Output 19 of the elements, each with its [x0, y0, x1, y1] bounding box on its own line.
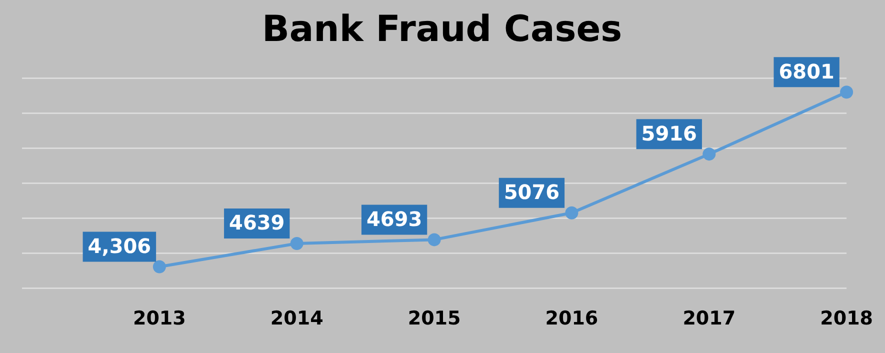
- point: [840, 86, 854, 99]
- x-tick-label: 2015: [408, 308, 461, 330]
- x-tick-label: 2014: [270, 308, 324, 330]
- x-tick-label: 2016: [545, 308, 598, 330]
- data-label: 4693: [366, 206, 422, 231]
- data-label: 5916: [641, 121, 697, 146]
- x-tick-label: 2018: [820, 308, 874, 330]
- point: [428, 233, 441, 246]
- x-tick-label: 2013: [132, 308, 186, 330]
- data-label: 5076: [504, 180, 560, 204]
- x-tick-label: 2017: [682, 308, 736, 330]
- point: [290, 236, 304, 250]
- point: [565, 206, 578, 220]
- data-label: 6801: [778, 59, 834, 84]
- point: [702, 148, 716, 161]
- chart-title: Bank Fraud Cases: [262, 8, 622, 50]
- data-label: 4,306: [88, 234, 152, 258]
- data-label: 4639: [229, 210, 285, 235]
- point: [152, 260, 166, 274]
